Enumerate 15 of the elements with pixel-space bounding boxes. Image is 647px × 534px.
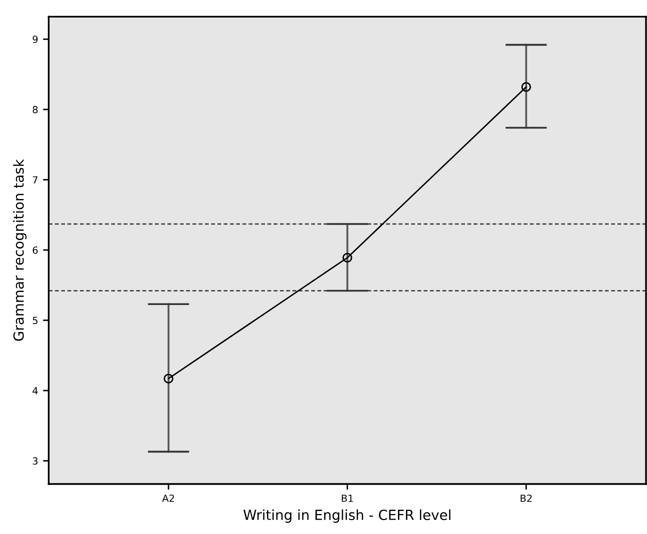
y-tick-label: 9 <box>32 36 38 44</box>
x-tick-label: B2 <box>520 494 532 502</box>
y-tick-label: 8 <box>32 106 38 114</box>
y-tick-label: 4 <box>32 387 38 394</box>
y-axis-title: Grammar recognition task <box>13 159 27 341</box>
x-tick-label: B1 <box>342 494 353 502</box>
y-tick-label: 6 <box>32 246 38 254</box>
y-tick-label: 7 <box>32 176 38 184</box>
x-tick-label: A2 <box>162 494 174 502</box>
point <box>342 252 352 263</box>
x-axis-title: Writing in English - CEFR level <box>243 509 450 523</box>
y-tick-label: 3 <box>32 457 38 465</box>
point <box>521 82 532 92</box>
y-tick-label: 5 <box>32 316 38 324</box>
point <box>164 374 174 384</box>
